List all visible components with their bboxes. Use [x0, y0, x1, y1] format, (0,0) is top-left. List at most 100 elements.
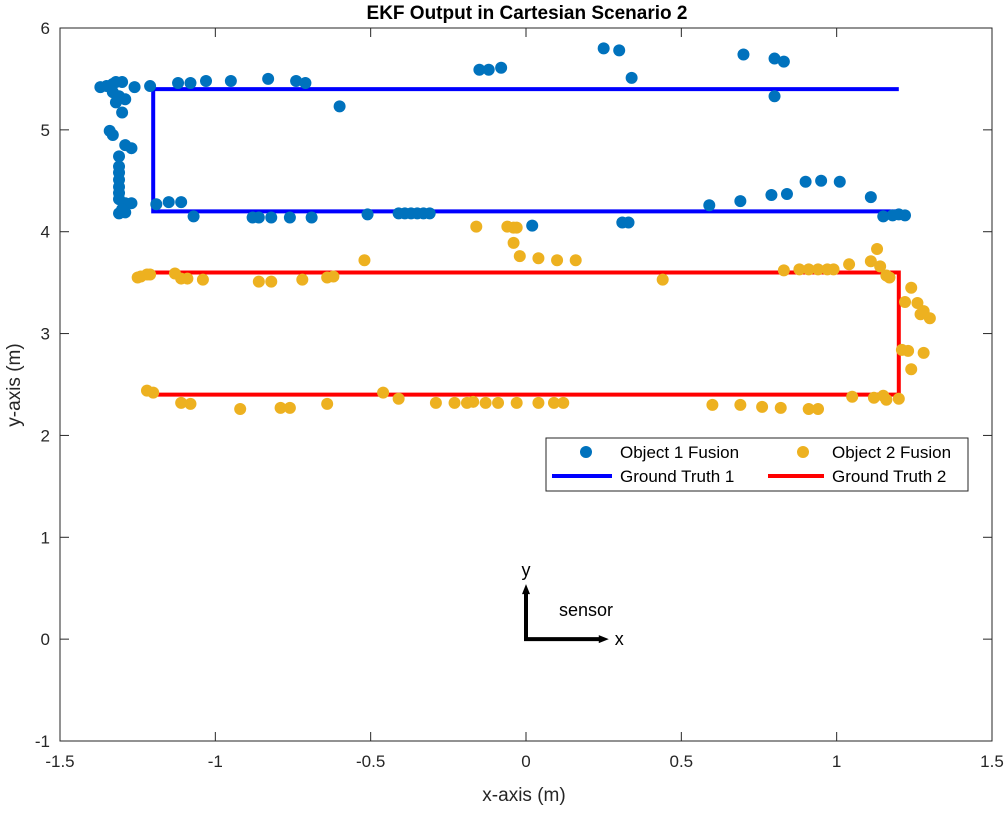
object-1-fusion-point: [768, 90, 781, 103]
object-1-fusion-point: [777, 55, 790, 68]
object-2-fusion-point: [532, 396, 545, 409]
sensor-x-label: x: [615, 629, 624, 649]
object-2-fusion-point: [911, 297, 924, 310]
legend-label-ground-truth-2: Ground Truth 2: [832, 467, 946, 486]
object-2-fusion-point: [802, 263, 815, 276]
y-tick-label: 4: [41, 223, 50, 242]
object-2-fusion-point: [905, 363, 918, 376]
legend-marker-object-2-fusion: [797, 446, 809, 458]
object-1-fusion-point: [187, 210, 200, 223]
object-1-fusion-point: [116, 106, 129, 119]
object-2-fusion-point: [467, 395, 480, 408]
object-2-fusion-point: [274, 401, 287, 414]
x-tick-label: 0.5: [670, 752, 694, 771]
x-tick-label: -1.5: [45, 752, 74, 771]
object-1-fusion-point: [737, 48, 750, 61]
object-2-fusion-point: [532, 252, 545, 265]
legend-label-object-1-fusion: Object 1 Fusion: [620, 443, 739, 462]
object-1-fusion-point: [265, 211, 278, 224]
object-1-fusion-point: [899, 209, 912, 222]
object-1-fusion-point: [423, 207, 436, 220]
object-1-fusion-point: [113, 150, 126, 163]
object-2-fusion-point: [234, 402, 247, 415]
object-2-fusion-point: [448, 396, 461, 409]
object-1-fusion-point: [815, 174, 828, 187]
object-1-fusion-point: [765, 189, 778, 202]
object-2-fusion-point: [827, 263, 840, 276]
y-tick-label: 3: [41, 325, 50, 344]
legend-marker-object-1-fusion: [580, 446, 592, 458]
y-tick-label: 6: [41, 19, 50, 38]
object-1-fusion-point: [252, 211, 265, 224]
object-2-fusion-point: [429, 396, 442, 409]
object-2-fusion-point: [756, 400, 769, 413]
object-2-fusion-point: [510, 221, 523, 234]
object-1-fusion-point: [768, 52, 781, 65]
x-tick-label: -1: [208, 752, 223, 771]
object-1-fusion-point: [125, 197, 138, 210]
object-2-fusion-point: [656, 273, 669, 286]
object-2-fusion-point: [864, 255, 877, 268]
sensor-y-label: y: [522, 560, 531, 580]
object-2-fusion-point: [905, 281, 918, 294]
object-1-fusion-point: [864, 191, 877, 204]
object-1-fusion-point: [333, 100, 346, 113]
y-tick-label: 0: [41, 630, 50, 649]
x-tick-label: 1.5: [980, 752, 1004, 771]
object-2-fusion-point: [871, 243, 884, 256]
object-1-fusion-point: [175, 196, 188, 209]
x-axis-label: x-axis (m): [482, 785, 565, 806]
object-2-fusion-point: [793, 263, 806, 276]
object-2-fusion-point: [874, 260, 887, 273]
object-2-fusion-point: [812, 402, 825, 415]
object-2-fusion-point: [846, 390, 859, 403]
object-2-fusion-point: [296, 273, 309, 286]
legend-label-object-2-fusion: Object 2 Fusion: [832, 443, 951, 462]
object-1-fusion-point: [473, 63, 486, 76]
object-1-fusion-point: [125, 142, 138, 155]
object-1-fusion-point: [799, 175, 812, 188]
object-2-fusion-point: [175, 396, 188, 409]
object-2-fusion-point: [265, 275, 278, 288]
object-2-fusion-point: [923, 312, 936, 325]
object-1-fusion-point: [482, 63, 495, 76]
object-1-fusion-point: [305, 211, 318, 224]
object-2-fusion-point: [551, 254, 564, 267]
object-2-fusion-point: [774, 401, 787, 414]
object-1-fusion-point: [144, 80, 157, 93]
object-1-fusion-point: [184, 77, 197, 90]
object-1-fusion-point: [262, 72, 275, 85]
y-tick-label: -1: [35, 732, 50, 751]
object-2-fusion-point: [547, 396, 560, 409]
ground-truth-2-line: [153, 270, 901, 397]
y-tick-label: 5: [41, 121, 50, 140]
sensor-x-arrow-head: [598, 635, 609, 644]
object-1-fusion-point: [299, 77, 312, 90]
object-2-fusion-point: [706, 398, 719, 411]
object-2-fusion-point: [196, 273, 209, 286]
object-2-fusion-point: [557, 396, 570, 409]
object-1-fusion-point: [290, 74, 303, 87]
object-1-fusion-point: [150, 198, 163, 211]
object-1-fusion-point: [119, 206, 132, 219]
object-1-fusion-point: [597, 42, 610, 55]
object-1-fusion-point: [109, 96, 122, 109]
object-1-fusion-point: [734, 195, 747, 208]
object-2-fusion-point: [777, 264, 790, 277]
x-tick-label: -0.5: [356, 752, 385, 771]
legend-label-ground-truth-1: Ground Truth 1: [620, 467, 734, 486]
object-2-fusion-point: [734, 398, 747, 411]
object-1-fusion-point: [877, 210, 890, 223]
object-2-fusion-point: [812, 263, 825, 276]
object-2-fusion-point: [880, 393, 893, 406]
sensor-y-arrow-head: [522, 584, 530, 595]
y-tick-label: 2: [41, 426, 50, 445]
y-tick-label: 1: [41, 528, 50, 547]
object-1-fusion-point: [613, 44, 626, 57]
object-1-fusion-point: [495, 61, 508, 74]
object-2-fusion-point: [510, 396, 523, 409]
sensor-label: sensor: [559, 600, 613, 620]
object-1-fusion-point: [526, 219, 539, 232]
